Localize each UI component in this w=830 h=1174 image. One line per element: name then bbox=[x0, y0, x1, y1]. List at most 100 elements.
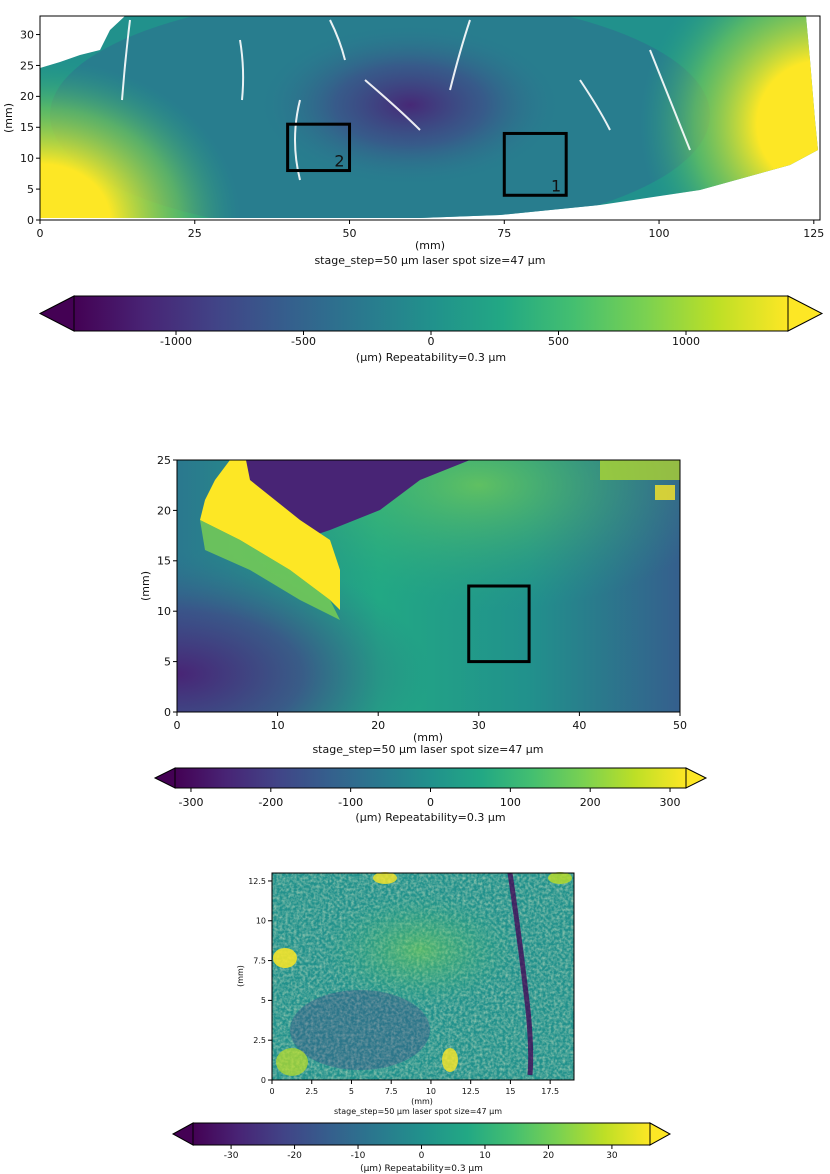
bottom-colorbar: -30 -20 -10 0 10 20 30 (μm) Repeatability=0.3 μ… bbox=[171, 1122, 672, 1174]
top-colorbar-tick-label: 1000 bbox=[672, 335, 700, 348]
middle-plot-frame bbox=[176, 459, 681, 713]
bottom-x-tick-label: 12.5 bbox=[462, 1087, 480, 1096]
middle-colorbar: -300 -200 -100 0 100 200 300 (μm) Repeatability… bbox=[153, 767, 708, 824]
bottom-colorbar-tick-label: -10 bbox=[351, 1151, 366, 1161]
bottom-x-tick-label: 10 bbox=[426, 1087, 436, 1096]
middle-x-axis: 0 10 20 30 40 50 bbox=[174, 712, 687, 732]
top-regions: 12 bbox=[286, 122, 568, 197]
bottom-colorbar-tick-label: 30 bbox=[606, 1151, 618, 1161]
bottom-y-tick-label: 12.5 bbox=[248, 877, 266, 886]
top-heatmap bbox=[40, 16, 818, 218]
middle-heatmap bbox=[177, 460, 680, 712]
bottom-colorbar-tick-label: -20 bbox=[287, 1151, 302, 1161]
bottom-plot-frame bbox=[271, 872, 575, 1081]
bottom-colorbar-label: (μm) Repeatability=0.3 μm bbox=[360, 1164, 483, 1174]
bottom-colorbar-extend-high bbox=[649, 1122, 672, 1146]
top-x-tick-label: 125 bbox=[803, 227, 824, 240]
middle-x-label: (mm) bbox=[413, 731, 443, 744]
middle-y-tick-label: 25 bbox=[157, 454, 171, 467]
top-x-axis: 0 25 50 75 100 125 bbox=[37, 220, 824, 240]
bottom-y-axis: 0 2.5 5 7.5 10 12.5 bbox=[248, 877, 272, 1085]
top-y-tick-label: 10 bbox=[20, 152, 34, 165]
middle-x-tick-label: 50 bbox=[673, 719, 687, 732]
top-y-axis: 0 5 10 15 20 25 30 bbox=[20, 28, 40, 227]
bottom-subtitle: stage_step=50 μm laser spot size=47 μm bbox=[334, 1107, 502, 1116]
bottom-x-tick-label: 2.5 bbox=[305, 1087, 318, 1096]
bottom-y-tick-label: 5 bbox=[261, 996, 266, 1005]
top-colorbar-tick-label: 0 bbox=[428, 335, 435, 348]
middle-y-tick-label: 20 bbox=[157, 504, 171, 517]
middle-x-tick-label: 10 bbox=[271, 719, 285, 732]
bottom-y-label: (mm) bbox=[236, 965, 245, 987]
top-region-label: 2 bbox=[334, 152, 344, 171]
middle-colorbar-tick-label: -200 bbox=[258, 796, 283, 809]
middle-colorbar-tick-label: 0 bbox=[427, 796, 434, 809]
middle-x-tick-label: 40 bbox=[572, 719, 586, 732]
middle-panel: 0 10 20 30 40 50 0 5 10 15 20 25 (mm) (mm) stage_s… bbox=[139, 454, 708, 824]
top-y-label: (mm) bbox=[2, 103, 15, 133]
middle-y-label: (mm) bbox=[139, 571, 152, 601]
top-region-box bbox=[502, 131, 568, 197]
middle-colorbar-gradient bbox=[174, 767, 687, 789]
top-x-tick-label: 50 bbox=[343, 227, 357, 240]
middle-y-axis: 0 5 10 15 20 25 bbox=[157, 454, 177, 719]
middle-x-tick-label: 20 bbox=[371, 719, 385, 732]
bottom-heatmap bbox=[272, 872, 574, 1080]
middle-y-tick-label: 5 bbox=[164, 655, 171, 668]
middle-y-tick-label: 0 bbox=[164, 706, 171, 719]
bottom-x-label: (mm) bbox=[411, 1097, 433, 1106]
top-x-label: (mm) bbox=[415, 239, 445, 252]
bottom-colorbar-tick-label: -30 bbox=[224, 1151, 239, 1161]
bottom-y-tick-label: 0 bbox=[261, 1076, 266, 1085]
bottom-x-tick-label: 7.5 bbox=[385, 1087, 398, 1096]
bottom-colorbar-tick-label: 0 bbox=[419, 1151, 425, 1161]
top-colorbar-tick-label: -500 bbox=[291, 335, 316, 348]
middle-colorbar-tick-label: -300 bbox=[178, 796, 203, 809]
top-y-tick-label: 0 bbox=[27, 214, 34, 227]
bottom-y-tick-label: 7.5 bbox=[253, 956, 266, 965]
middle-colorbar-tick-label: 300 bbox=[660, 796, 681, 809]
top-y-tick-label: 15 bbox=[20, 121, 34, 134]
middle-colorbar-label: (μm) Repeatability=0.3 μm bbox=[355, 811, 505, 824]
top-y-tick-label: 25 bbox=[20, 59, 34, 72]
middle-colorbar-extend-low bbox=[153, 767, 176, 789]
top-colorbar-extend-high bbox=[787, 295, 824, 332]
top-region-label: 1 bbox=[551, 176, 561, 195]
bottom-colorbar-tick-label: 10 bbox=[479, 1151, 491, 1161]
middle-y-tick-label: 15 bbox=[157, 555, 171, 568]
bottom-y-tick-label: 2.5 bbox=[253, 1036, 266, 1045]
middle-colorbar-extend-high bbox=[685, 767, 708, 789]
bottom-x-tick-label: 0 bbox=[269, 1087, 274, 1096]
middle-colorbar-tick-label: -100 bbox=[338, 796, 363, 809]
middle-regions bbox=[467, 584, 531, 664]
middle-region-box bbox=[467, 584, 531, 664]
bottom-y-tick-label: 10 bbox=[256, 917, 266, 926]
top-y-tick-label: 30 bbox=[20, 28, 34, 41]
top-y-tick-label: 5 bbox=[27, 183, 34, 196]
bottom-colorbar-gradient bbox=[192, 1122, 651, 1146]
bottom-x-axis: 0 2.5 5 7.5 10 12.5 15 17.5 bbox=[269, 1080, 559, 1096]
top-colorbar: -1000 -500 0 500 1000 (μm) Repeatability=0.3 … bbox=[38, 295, 824, 364]
top-plot-frame bbox=[39, 15, 821, 221]
middle-x-tick-label: 0 bbox=[174, 719, 181, 732]
top-colorbar-tick-label: -1000 bbox=[160, 335, 192, 348]
top-colorbar-tick-label: 500 bbox=[548, 335, 569, 348]
top-x-tick-label: 0 bbox=[37, 227, 44, 240]
bottom-x-tick-label: 17.5 bbox=[541, 1087, 559, 1096]
middle-y-tick-label: 10 bbox=[157, 605, 171, 618]
middle-subtitle: stage_step=50 μm laser spot size=47 μm bbox=[312, 743, 543, 756]
top-colorbar-extend-low bbox=[38, 295, 75, 332]
bottom-x-tick-label: 15 bbox=[505, 1087, 515, 1096]
top-colorbar-label: (μm) Repeatability=0.3 μm bbox=[356, 351, 506, 364]
top-subtitle: stage_step=50 μm laser spot size=47 μm bbox=[314, 254, 545, 267]
top-x-tick-label: 100 bbox=[649, 227, 670, 240]
top-colorbar-gradient bbox=[73, 295, 789, 332]
middle-x-tick-label: 30 bbox=[472, 719, 486, 732]
bottom-x-tick-label: 5 bbox=[349, 1087, 354, 1096]
top-x-tick-label: 75 bbox=[497, 227, 511, 240]
top-x-tick-label: 25 bbox=[188, 227, 202, 240]
bottom-colorbar-tick-label: 20 bbox=[543, 1151, 555, 1161]
top-y-tick-label: 20 bbox=[20, 90, 34, 103]
top-region-box bbox=[286, 122, 352, 173]
